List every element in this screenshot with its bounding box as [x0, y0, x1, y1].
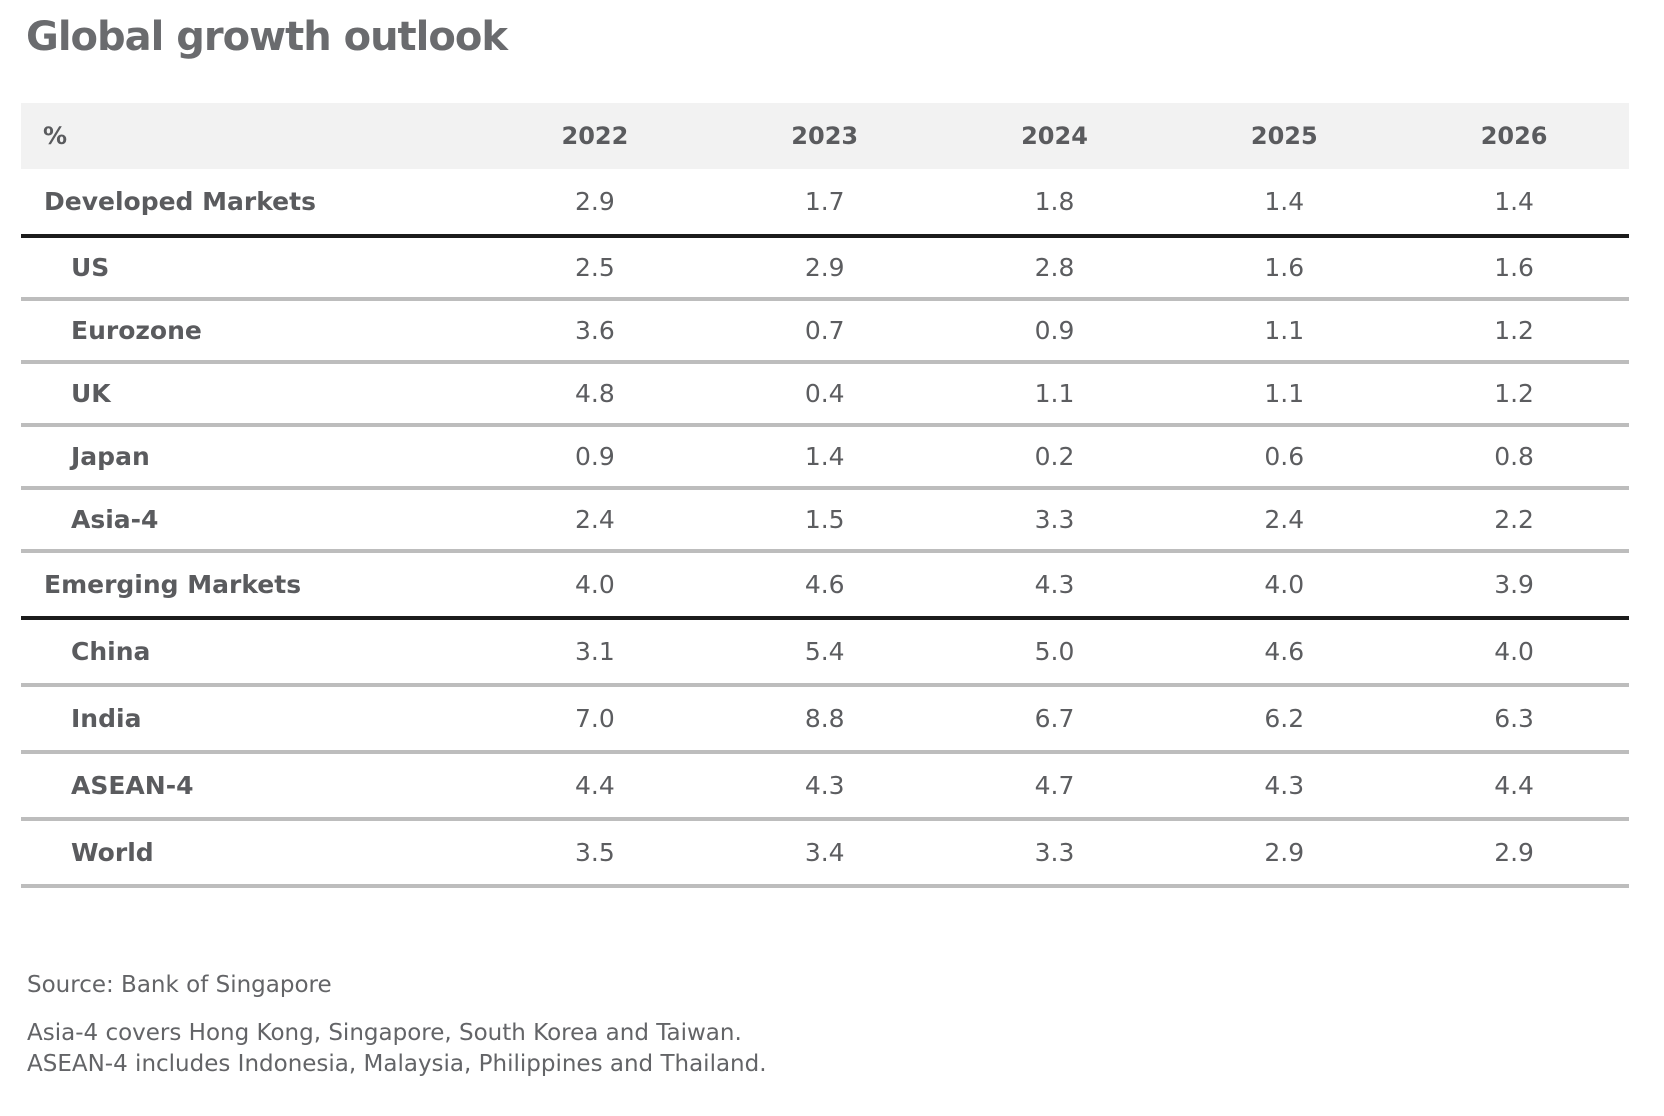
growth-value-cell: 0.9 [939, 299, 1170, 364]
growth-value-cell: 2.9 [480, 169, 710, 238]
table-row: China 3.1 5.4 5.0 4.6 4.0 [21, 618, 1629, 687]
table-row-region: Developed Markets 2.9 1.7 1.8 1.4 1.4 [21, 169, 1629, 238]
growth-value-cell: 6.3 [1399, 685, 1629, 754]
country-label: World [21, 819, 480, 888]
table-row: Japan 0.9 1.4 0.2 0.6 0.8 [21, 425, 1629, 490]
growth-value-cell: 4.7 [939, 752, 1170, 821]
growth-value-cell: 2.2 [1399, 488, 1629, 553]
growth-value-cell: 4.0 [1399, 618, 1629, 687]
table-row: US 2.5 2.9 2.8 1.6 1.6 [21, 236, 1629, 301]
year-header: 2025 [1250, 122, 1318, 150]
growth-value-cell: 7.0 [480, 685, 710, 754]
growth-value-cell: 0.9 [480, 425, 710, 490]
country-label: US [21, 236, 480, 301]
growth-value-cell: 1.7 [709, 169, 940, 238]
country-label: ASEAN-4 [21, 752, 480, 821]
growth-value-cell: 4.6 [1169, 618, 1400, 687]
country-label: Japan [21, 425, 480, 490]
growth-value-cell: 4.8 [480, 362, 710, 427]
country-label: UK [21, 362, 480, 427]
growth-value-cell: 1.2 [1399, 362, 1629, 427]
growth-value-cell: 2.8 [939, 236, 1170, 301]
growth-value-cell: 1.4 [1399, 169, 1629, 238]
growth-value-cell: 2.9 [709, 236, 940, 301]
growth-value-cell: 3.6 [480, 299, 710, 364]
growth-value-cell: 4.3 [1169, 752, 1400, 821]
growth-value-cell: 6.2 [1169, 685, 1400, 754]
growth-value-cell: 2.9 [1399, 819, 1629, 888]
region-label: Emerging Markets [21, 551, 480, 620]
growth-value-cell: 5.0 [939, 618, 1170, 687]
growth-value-cell: 1.2 [1399, 299, 1629, 364]
growth-value-cell: 3.3 [939, 819, 1170, 888]
growth-value-cell: 1.4 [1169, 169, 1400, 238]
growth-value-cell: 4.4 [1399, 752, 1629, 821]
growth-value-cell: 4.3 [939, 551, 1170, 620]
year-header: 2026 [1480, 122, 1548, 150]
growth-value-cell: 1.6 [1169, 236, 1400, 301]
growth-value-cell: 0.2 [939, 425, 1170, 490]
growth-value-cell: 0.7 [709, 299, 940, 364]
growth-value-cell: 4.0 [480, 551, 710, 620]
page-title: Global growth outlook [26, 14, 508, 60]
unit-header: % [43, 122, 68, 150]
growth-value-cell: 4.3 [709, 752, 940, 821]
growth-value-cell: 8.8 [709, 685, 940, 754]
growth-value-cell: 4.0 [1169, 551, 1400, 620]
country-label: India [21, 685, 480, 754]
growth-value-cell: 3.1 [480, 618, 710, 687]
growth-value-cell: 0.6 [1169, 425, 1400, 490]
growth-value-cell: 2.9 [1169, 819, 1400, 888]
growth-value-cell: 1.5 [709, 488, 940, 553]
source-note: Source: Bank of Singapore [27, 972, 332, 998]
country-label: China [21, 618, 480, 687]
table-row: Eurozone 3.6 0.7 0.9 1.1 1.2 [21, 299, 1629, 364]
table-row: ASEAN-4 4.4 4.3 4.7 4.3 4.4 [21, 752, 1629, 821]
growth-value-cell: 4.6 [709, 551, 940, 620]
growth-value-cell: 3.3 [939, 488, 1170, 553]
growth-outlook-table: % 2022 2023 2024 2025 2026 Developed Mar… [21, 103, 1629, 888]
growth-value-cell: 1.1 [1169, 362, 1400, 427]
region-label: Developed Markets [21, 169, 480, 238]
growth-value-cell: 1.8 [939, 169, 1170, 238]
table-row: India 7.0 8.8 6.7 6.2 6.3 [21, 685, 1629, 754]
growth-value-cell: 3.9 [1399, 551, 1629, 620]
footnotes: Source: Bank of Singapore Asia-4 covers … [27, 970, 767, 1080]
table-header-row: % 2022 2023 2024 2025 2026 [21, 103, 1629, 169]
growth-value-cell: 2.5 [480, 236, 710, 301]
table-row: UK 4.8 0.4 1.1 1.1 1.2 [21, 362, 1629, 427]
table-row: World 3.5 3.4 3.3 2.9 2.9 [21, 819, 1629, 888]
growth-value-cell: 1.6 [1399, 236, 1629, 301]
growth-value-cell: 3.4 [709, 819, 940, 888]
growth-value-cell: 6.7 [939, 685, 1170, 754]
growth-value-cell: 4.4 [480, 752, 710, 821]
table-body: Developed Markets 2.9 1.7 1.8 1.4 1.4 US 2.5 2.9… [21, 169, 1629, 888]
year-header: 2022 [561, 122, 629, 150]
asia4-note: Asia-4 covers Hong Kong, Singapore, Sout… [27, 1020, 742, 1046]
growth-value-cell: 2.4 [1169, 488, 1400, 553]
table-row: Asia-4 2.4 1.5 3.3 2.4 2.2 [21, 488, 1629, 553]
growth-value-cell: 0.8 [1399, 425, 1629, 490]
growth-value-cell: 3.5 [480, 819, 710, 888]
growth-value-cell: 1.1 [939, 362, 1170, 427]
table-row-region: Emerging Markets 4.0 4.6 4.3 4.0 3.9 [21, 551, 1629, 620]
country-label: Eurozone [21, 299, 480, 364]
year-header: 2024 [1021, 122, 1088, 150]
growth-value-cell: 2.4 [480, 488, 710, 553]
asean4-note: ASEAN-4 includes Indonesia, Malaysia, Ph… [27, 1051, 767, 1077]
growth-value-cell: 1.1 [1169, 299, 1400, 364]
country-label: Asia-4 [21, 488, 480, 553]
growth-value-cell: 5.4 [709, 618, 940, 687]
year-header: 2023 [791, 122, 859, 150]
growth-value-cell: 0.4 [709, 362, 940, 427]
growth-value-cell: 1.4 [709, 425, 940, 490]
